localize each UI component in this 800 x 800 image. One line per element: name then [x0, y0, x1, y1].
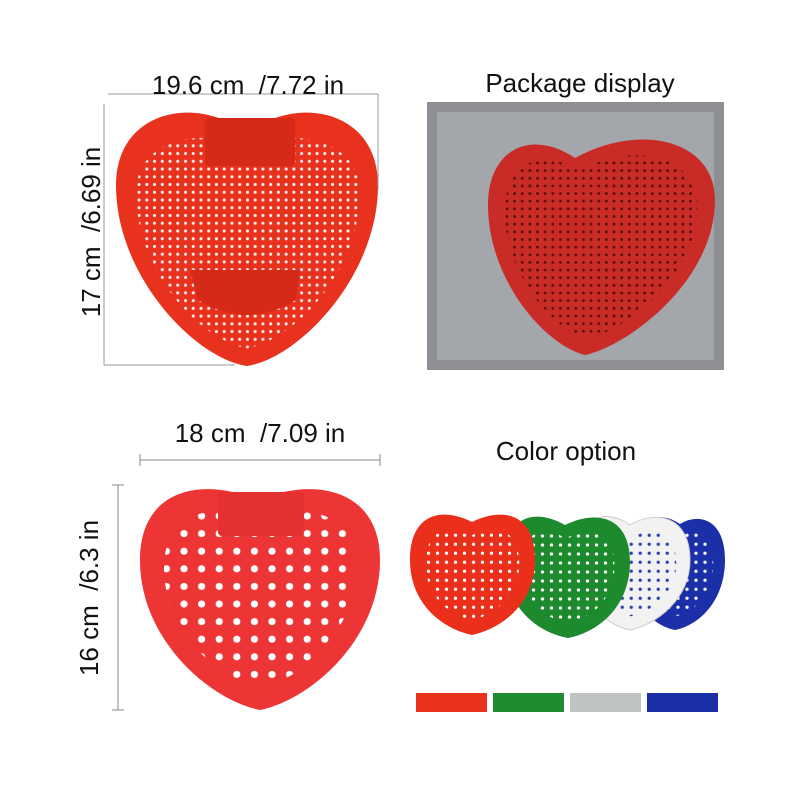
section-title: Color option [496, 436, 636, 466]
color-hearts [410, 514, 725, 638]
color-swatch [493, 693, 564, 712]
width-label: 19.6 cm /7.72 in [152, 70, 344, 100]
section-title: Package display [485, 68, 674, 98]
color-swatch [416, 693, 487, 712]
medium-heart [140, 489, 380, 710]
color-swatch [570, 693, 641, 712]
packaged-heart [488, 139, 715, 355]
large-heart [116, 112, 378, 367]
height-label: 17 cm /6.69 in [76, 147, 106, 318]
width-label: 18 cm /7.09 in [175, 418, 346, 448]
height-label: 16 cm /6.3 in [74, 520, 104, 676]
color-swatch [647, 693, 718, 712]
